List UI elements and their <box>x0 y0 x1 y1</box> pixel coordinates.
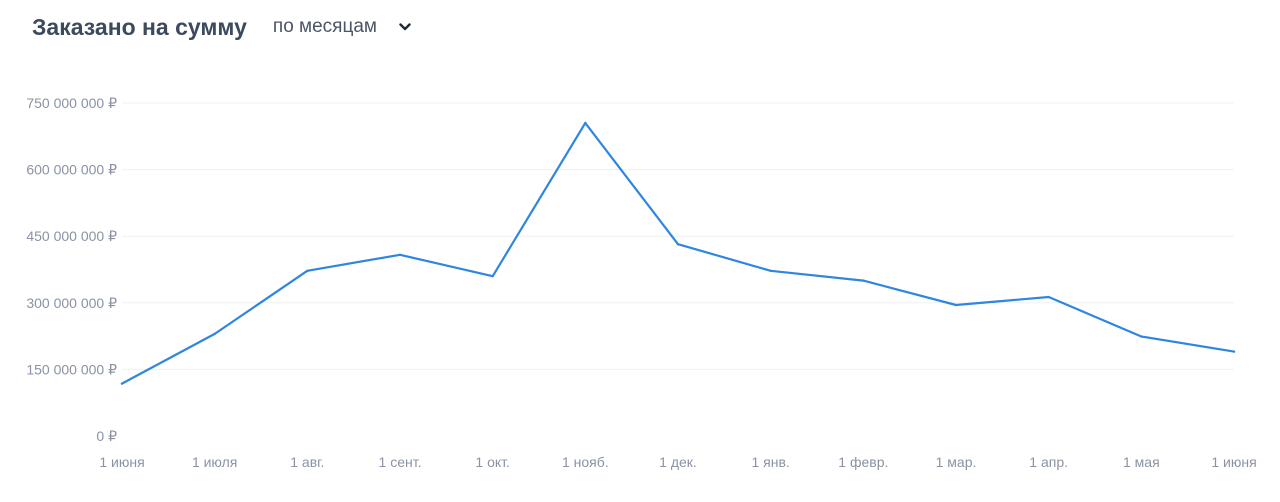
period-selector[interactable]: по месяцам <box>273 16 411 38</box>
data-point[interactable] <box>769 269 772 273</box>
data-point[interactable] <box>1232 350 1236 353</box>
chart-header: Заказано на сумму по месяцам <box>32 10 411 44</box>
x-tick-label: 1 сент. <box>379 454 422 470</box>
x-axis-labels: 1 июня 1 июля 1 авг. 1 сент. 1 окт. 1 нояб. 1 … <box>99 454 1256 470</box>
period-selector-value: по месяцам <box>272 16 377 37</box>
gridlines <box>122 102 1234 370</box>
data-point[interactable] <box>306 269 309 273</box>
x-tick-label: 1 нояб. <box>562 454 609 470</box>
x-tick-label: 1 июня <box>1211 454 1256 470</box>
chevron-down-icon[interactable] <box>399 23 411 31</box>
x-tick-label: 1 мая <box>1123 454 1160 470</box>
x-tick-label: 1 июля <box>192 454 237 470</box>
x-tick-label: 1 апр. <box>1029 454 1068 470</box>
y-tick-label: 750 000 000 ₽ <box>26 95 117 111</box>
y-tick-label: 0 ₽ <box>96 428 117 444</box>
x-tick-label: 1 янв. <box>752 454 790 470</box>
series-layer <box>120 121 1236 385</box>
chart-title: Заказано на сумму <box>32 13 247 40</box>
y-tick-label: 300 000 000 ₽ <box>26 295 117 311</box>
y-tick-label: 150 000 000 ₽ <box>26 361 117 377</box>
data-point[interactable] <box>491 274 494 278</box>
series-line <box>120 121 1236 385</box>
x-tick-label: 1 дек. <box>659 454 697 470</box>
x-tick-label: 1 февр. <box>838 454 888 470</box>
data-point[interactable] <box>1140 335 1143 338</box>
data-point[interactable] <box>862 279 865 282</box>
data-point[interactable] <box>398 253 402 257</box>
x-tick-label: 1 авг. <box>290 454 324 470</box>
data-point[interactable] <box>954 303 958 307</box>
x-tick-label: 1 июня <box>99 454 144 470</box>
x-tick-label: 1 мар. <box>936 454 977 470</box>
data-point[interactable] <box>584 121 587 125</box>
y-tick-label: 600 000 000 ₽ <box>26 162 117 178</box>
data-point[interactable] <box>120 382 124 385</box>
y-tick-label: 450 000 000 ₽ <box>26 228 117 244</box>
data-point[interactable] <box>1047 295 1050 299</box>
data-point[interactable] <box>213 332 216 336</box>
x-tick-label: 1 окт. <box>475 454 510 470</box>
y-axis-labels: 0 ₽ 150 000 000 ₽ 300 000 000 ₽ 450 000 000… <box>26 95 117 444</box>
data-point[interactable] <box>676 242 680 246</box>
